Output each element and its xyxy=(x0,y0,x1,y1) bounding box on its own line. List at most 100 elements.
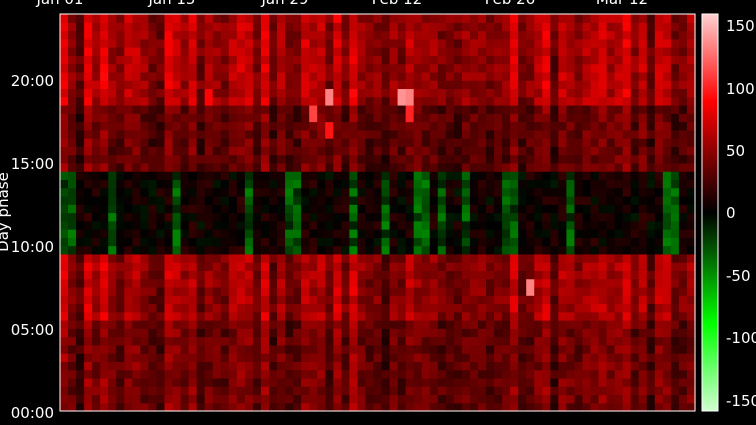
heatmap-cell xyxy=(84,38,93,48)
heatmap-cell xyxy=(614,55,624,65)
heatmap-cell xyxy=(124,328,133,338)
heatmap-cell xyxy=(542,204,551,214)
heatmap-cell xyxy=(397,237,407,247)
heatmap-cell xyxy=(421,386,431,396)
heatmap-cell xyxy=(389,286,399,296)
heatmap-cell xyxy=(301,104,310,114)
heatmap-cell xyxy=(333,113,342,123)
heatmap-cell xyxy=(542,154,551,164)
heatmap-cell xyxy=(381,14,391,23)
heatmap-cell xyxy=(140,22,150,32)
heatmap-cell xyxy=(172,344,182,354)
heatmap-cell xyxy=(429,38,439,48)
heatmap-cell xyxy=(389,113,399,123)
heatmap-cell xyxy=(654,229,664,238)
heatmap-cell xyxy=(244,187,254,197)
heatmap-cell xyxy=(646,171,656,181)
heatmap-cell xyxy=(558,344,567,354)
heatmap-cell xyxy=(429,55,439,65)
heatmap-cell xyxy=(686,311,696,321)
heatmap-cell xyxy=(365,129,375,139)
heatmap-cell xyxy=(526,270,535,280)
heatmap-cell xyxy=(116,402,125,412)
heatmap-cell xyxy=(156,22,166,32)
heatmap-cell xyxy=(574,121,584,131)
heatmap-cell xyxy=(373,104,383,114)
heatmap-cell xyxy=(373,195,383,205)
heatmap-cell xyxy=(285,96,294,106)
heatmap-cell xyxy=(566,311,576,321)
heatmap-cell xyxy=(277,270,286,280)
heatmap-cell xyxy=(558,402,567,412)
heatmap-cell xyxy=(84,179,93,189)
heatmap-cell xyxy=(212,386,222,396)
heatmap-cell xyxy=(373,38,383,48)
heatmap-cell xyxy=(389,71,399,81)
heatmap-cell xyxy=(461,179,471,189)
heatmap-cell xyxy=(542,47,551,56)
heatmap-cell xyxy=(646,369,656,379)
heatmap-cell xyxy=(646,55,656,65)
heatmap-cell xyxy=(622,96,632,106)
heatmap-cell xyxy=(574,245,584,255)
heatmap-cell xyxy=(686,71,696,81)
heatmap-cell xyxy=(429,80,439,90)
heatmap-cell xyxy=(638,220,648,230)
heatmap-cell xyxy=(381,344,391,354)
heatmap-cell xyxy=(638,129,648,139)
heatmap-cell xyxy=(349,96,359,106)
heatmap-cell xyxy=(437,154,447,164)
heatmap-cell xyxy=(260,187,270,197)
heatmap-cell xyxy=(100,63,109,73)
heatmap-cell xyxy=(461,262,471,271)
heatmap-cell xyxy=(469,162,479,172)
heatmap-cell xyxy=(132,96,141,106)
heatmap-cell xyxy=(469,63,479,73)
heatmap-cell xyxy=(164,344,174,354)
heatmap-cell xyxy=(453,179,463,189)
heatmap-cell xyxy=(100,253,109,263)
heatmap-cell xyxy=(92,138,101,147)
heatmap-cell xyxy=(92,71,101,81)
heatmap-cell xyxy=(260,138,270,147)
heatmap-cell xyxy=(469,320,479,329)
heatmap-cell xyxy=(566,96,576,106)
heatmap-cell xyxy=(212,55,222,65)
heatmap-cell xyxy=(172,295,182,305)
heatmap-cell xyxy=(494,63,503,73)
heatmap-cell xyxy=(638,14,648,23)
heatmap-cell xyxy=(301,121,310,131)
heatmap-cell xyxy=(662,245,672,255)
heatmap-cell xyxy=(349,229,359,238)
heatmap-cell xyxy=(124,80,133,90)
heatmap-cell xyxy=(477,295,487,305)
heatmap-cell xyxy=(124,129,133,139)
heatmap-cell xyxy=(196,311,206,321)
heatmap-cell xyxy=(180,138,190,147)
heatmap-cell xyxy=(341,47,350,56)
heatmap-cell xyxy=(654,187,664,197)
heatmap-cell xyxy=(268,146,278,156)
heatmap-cell xyxy=(124,179,133,189)
heatmap-cell xyxy=(268,303,278,313)
heatmap-cell xyxy=(204,14,214,23)
heatmap-cell xyxy=(686,138,696,147)
heatmap-cell xyxy=(654,394,664,404)
heatmap-cell xyxy=(389,353,399,362)
heatmap-cell xyxy=(550,394,559,404)
heatmap-cell xyxy=(397,204,407,214)
heatmap-cell xyxy=(598,344,608,354)
heatmap-cell xyxy=(598,96,608,106)
heatmap-cell xyxy=(140,262,150,271)
heatmap-cell xyxy=(124,47,133,56)
heatmap-cell xyxy=(486,104,495,114)
heatmap-cell xyxy=(309,212,318,222)
heatmap-cell xyxy=(461,104,471,114)
heatmap-cell xyxy=(477,154,487,164)
heatmap-cell xyxy=(108,344,117,354)
heatmap-cell xyxy=(92,328,101,338)
heatmap-cell xyxy=(502,262,511,271)
heatmap-cell xyxy=(333,303,342,313)
heatmap-cell xyxy=(228,229,238,238)
heatmap-cell xyxy=(397,129,407,139)
